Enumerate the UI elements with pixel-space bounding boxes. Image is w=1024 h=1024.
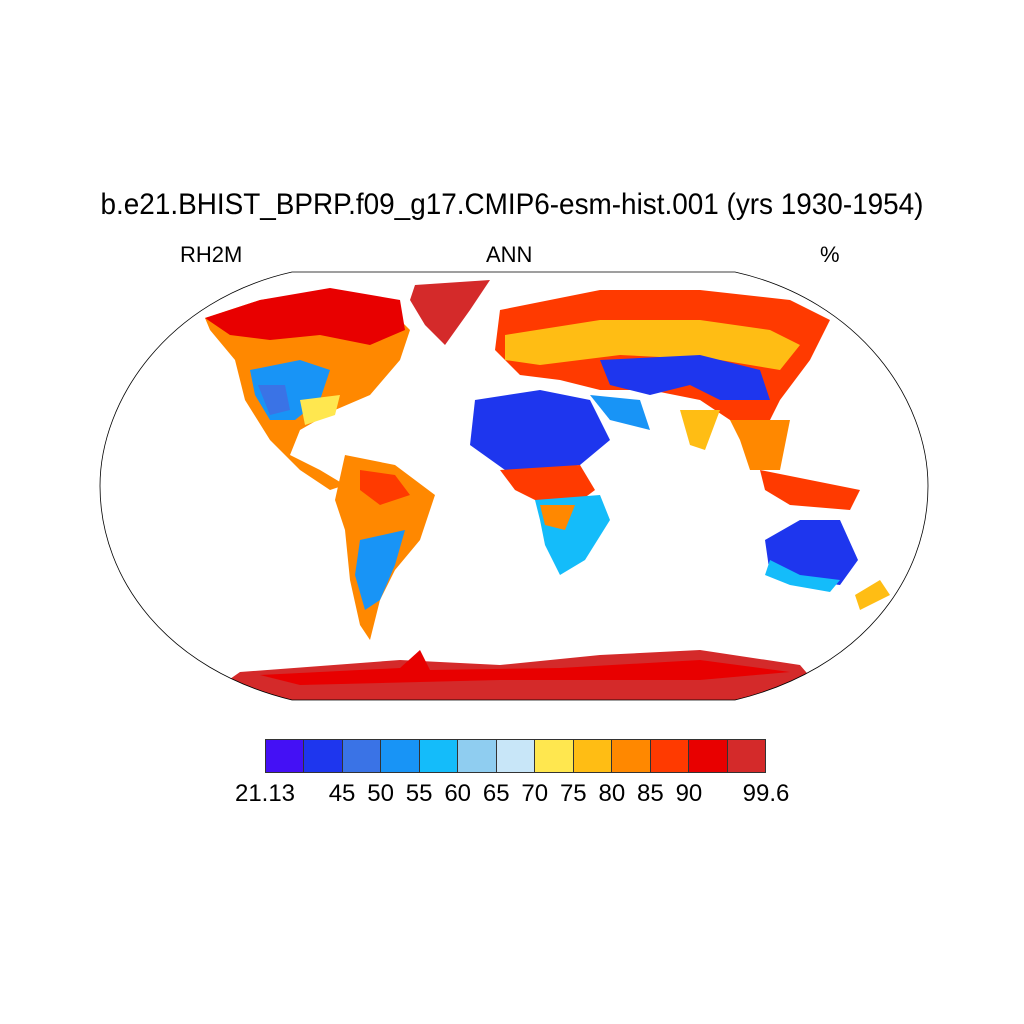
colorbar-label: 21.13 bbox=[234, 780, 296, 807]
colorbar-label: 50 bbox=[367, 780, 394, 807]
colorbar-box-10 bbox=[650, 740, 690, 772]
colorbar-label: 45 bbox=[328, 780, 356, 807]
colorbar-label: 65 bbox=[482, 780, 510, 807]
colorbar-box-8 bbox=[573, 740, 613, 772]
africa-region bbox=[470, 390, 610, 470]
plot-title: b.e21.BHIST_BPRP.f09_g17.CMIP6-esm-hist.… bbox=[100, 188, 924, 221]
colorbar-box-5 bbox=[458, 740, 497, 772]
colorbar bbox=[265, 739, 766, 773]
variable-label: RH2M bbox=[180, 242, 243, 267]
colorbar-box-9 bbox=[612, 740, 651, 772]
colorbar-label: 99.6 bbox=[742, 780, 790, 807]
colorbar-box-4 bbox=[419, 740, 459, 772]
season-label: ANN bbox=[486, 242, 533, 267]
colorbar-box-1 bbox=[304, 740, 343, 772]
colorbar-label: 85 bbox=[637, 780, 664, 807]
colorbar-box-0 bbox=[266, 740, 305, 772]
colorbar-box-7 bbox=[535, 740, 574, 772]
colorbar-label: 70 bbox=[521, 780, 549, 807]
colorbar-label: 80 bbox=[598, 780, 626, 807]
australia-region bbox=[765, 520, 858, 585]
colorbar-box-6 bbox=[496, 740, 536, 772]
colorbar-label: 75 bbox=[559, 780, 587, 807]
colorbar-box-3 bbox=[381, 740, 420, 772]
colorbar-box-2 bbox=[342, 740, 382, 772]
units-label: % bbox=[820, 242, 840, 267]
colorbar-label: 90 bbox=[675, 780, 703, 807]
greenland-region bbox=[410, 280, 490, 345]
colorbar-box-12 bbox=[727, 740, 766, 772]
colorbar-label: 60 bbox=[444, 780, 472, 807]
colorbar-box-11 bbox=[689, 740, 728, 772]
colorbar-label: 55 bbox=[405, 780, 433, 807]
